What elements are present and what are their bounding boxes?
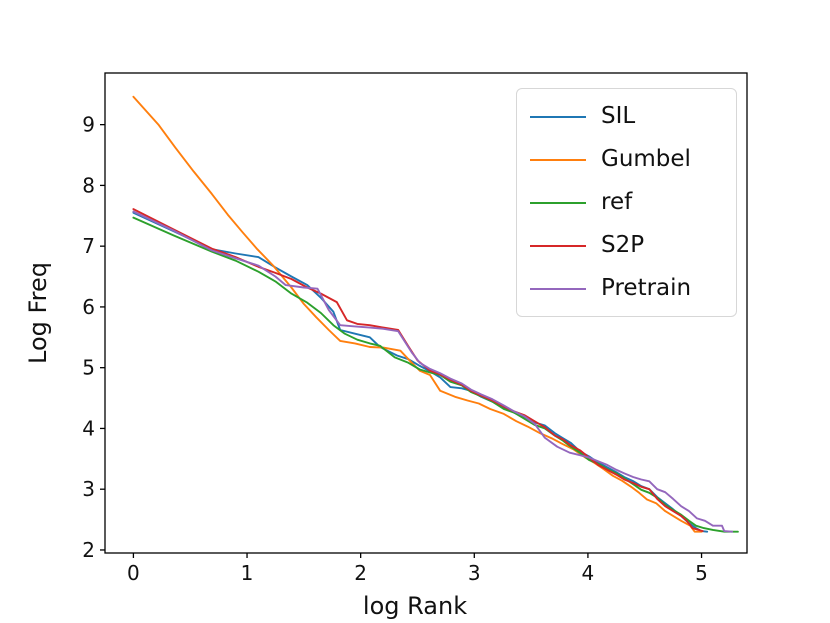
legend-entry-sil: SIL — [517, 105, 736, 128]
x-axis-label: log Rank — [362, 592, 468, 620]
x-tick-label: 5 — [695, 561, 708, 585]
x-tick-label: 2 — [354, 561, 367, 585]
series-line-gumbel — [132, 95, 703, 533]
legend-line-sample — [530, 115, 586, 118]
y-tick-label: 7 — [82, 234, 95, 258]
legend-line-sample — [530, 201, 586, 204]
y-tick-label: 4 — [82, 416, 95, 440]
legend-entry-s2p: S2P — [517, 234, 736, 257]
legend-line-sample — [530, 287, 586, 290]
x-tick-label: 4 — [582, 561, 595, 585]
legend-label: ref — [601, 189, 633, 215]
y-tick-label: 3 — [82, 477, 95, 501]
legend-label: Pretrain — [601, 275, 692, 301]
x-tick-label: 0 — [127, 561, 140, 585]
x-tick-label: 1 — [241, 561, 254, 585]
axes-spines — [104, 72, 748, 554]
legend-entry-ref: ref — [517, 191, 736, 214]
y-tick-label: 9 — [82, 113, 95, 137]
y-tick-label: 5 — [82, 356, 95, 380]
y-axis-label: Log Freq — [24, 262, 52, 364]
legend: SIL Gumbel ref S2P Pretrain — [516, 88, 737, 317]
y-tick-label: 8 — [82, 173, 95, 197]
legend-line-sample — [530, 244, 586, 247]
legend-line-sample — [530, 158, 586, 161]
series-line-pretrain — [132, 210, 734, 533]
legend-label: Gumbel — [601, 146, 691, 172]
y-tick-label: 2 — [82, 538, 95, 562]
legend-entry-pretrain: Pretrain — [517, 277, 736, 300]
legend-label: S2P — [601, 232, 645, 258]
legend-label: SIL — [601, 103, 636, 129]
legend-entry-gumbel: Gumbel — [517, 148, 736, 171]
x-tick-label: 3 — [468, 561, 481, 585]
y-tick-label: 6 — [82, 295, 95, 319]
